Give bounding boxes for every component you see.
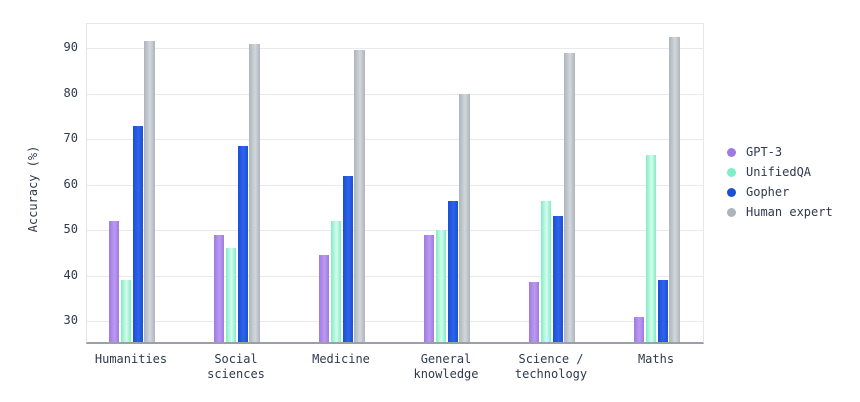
legend-dot-human-expert xyxy=(727,207,736,217)
bar-human-expert-humanities xyxy=(144,41,155,342)
legend-item-gpt-3: GPT-3 xyxy=(727,142,833,162)
bar-gpt-3-medicine xyxy=(319,255,329,342)
y-tick-label: 40 xyxy=(63,267,78,282)
bar-human-expert-maths xyxy=(669,36,680,342)
y-tick-label: 50 xyxy=(63,222,78,237)
gridline-y-60 xyxy=(87,184,703,186)
bar-gopher-general-knowledge xyxy=(448,200,458,342)
x-category-label-line: sciences xyxy=(207,367,265,381)
bar-human-expert-medicine xyxy=(354,50,365,342)
bar-gopher-humanities xyxy=(133,125,143,342)
legend-label: Gopher xyxy=(746,185,790,199)
x-category-label-social-sciences: Social sciences xyxy=(171,352,301,382)
legend-dot-gpt-3 xyxy=(727,147,736,157)
y-tick-label: 70 xyxy=(63,131,78,146)
bar-unifiedqa-maths xyxy=(646,155,656,342)
bar-gopher-medicine xyxy=(343,175,353,342)
x-category-label-general-knowledge: General knowledge xyxy=(381,352,511,382)
legend-label: Human expert xyxy=(746,205,833,219)
x-category-label-maths: Maths xyxy=(591,352,721,367)
x-category-label-line: Maths xyxy=(637,352,675,366)
y-axis-title: Accuracy (%) xyxy=(26,145,40,233)
x-category-label-humanities: Humanities xyxy=(66,352,196,367)
bar-human-expert-science-technology xyxy=(564,52,575,342)
x-category-label-line: Social xyxy=(214,352,258,366)
gridline-y-90 xyxy=(87,48,703,50)
y-tick-label: 90 xyxy=(63,40,78,55)
bar-gpt-3-maths xyxy=(634,316,644,342)
bar-unifiedqa-social-sciences xyxy=(226,248,236,342)
y-tick-label: 30 xyxy=(63,313,78,328)
y-tick-label: 80 xyxy=(63,85,78,100)
bar-gpt-3-science-technology xyxy=(529,282,539,342)
gridline-y-70 xyxy=(87,139,703,141)
y-tick-label: 60 xyxy=(63,176,78,191)
bar-unifiedqa-general-knowledge xyxy=(436,230,446,342)
legend-dot-unifiedqa xyxy=(727,167,736,177)
x-category-label-medicine: Medicine xyxy=(276,352,406,367)
x-category-label-science-technology: Science / technology xyxy=(486,352,616,382)
bar-gpt-3-general-knowledge xyxy=(424,234,434,342)
bar-unifiedqa-humanities xyxy=(121,280,131,342)
gridline-y-30 xyxy=(87,321,703,323)
legend-label: UnifiedQA xyxy=(746,165,812,179)
legend-item-human-expert: Human expert xyxy=(727,202,833,222)
gridline-y-80 xyxy=(87,93,703,95)
x-category-label-line: technology xyxy=(514,367,588,381)
x-category-label-line: knowledge xyxy=(413,367,479,381)
legend-dot-gopher xyxy=(727,187,736,197)
legend-item-unifiedqa: UnifiedQA xyxy=(727,162,833,182)
x-category-label-line: Medicine xyxy=(312,352,370,366)
x-category-label-line: General xyxy=(420,352,472,366)
bar-gopher-maths xyxy=(658,280,668,342)
bar-unifiedqa-medicine xyxy=(331,221,341,342)
x-category-label-line: Science / xyxy=(518,352,584,366)
legend-item-gopher: Gopher xyxy=(727,182,833,202)
legend-label: GPT-3 xyxy=(746,145,783,159)
gridline-y-40 xyxy=(87,275,703,277)
gridline-y-50 xyxy=(87,230,703,232)
bar-unifiedqa-science-technology xyxy=(541,200,551,342)
bar-gopher-social-sciences xyxy=(238,145,248,342)
bar-gopher-science-technology xyxy=(553,216,563,342)
bar-gpt-3-social-sciences xyxy=(214,234,224,342)
bar-gpt-3-humanities xyxy=(109,221,119,342)
bar-human-expert-social-sciences xyxy=(249,43,260,342)
legend: GPT-3 UnifiedQA Gopher Human expert xyxy=(727,142,833,222)
x-category-label-line: Humanities xyxy=(94,352,168,366)
plot-area xyxy=(86,23,704,344)
bar-human-expert-general-knowledge xyxy=(459,93,470,342)
